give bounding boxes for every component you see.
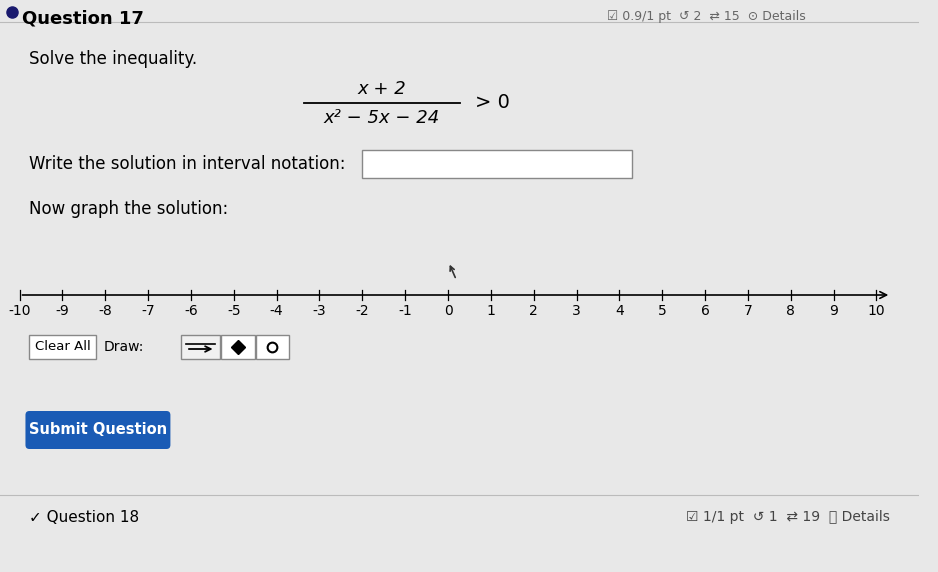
- Text: -8: -8: [98, 304, 113, 318]
- Text: -9: -9: [55, 304, 69, 318]
- Text: -3: -3: [312, 304, 326, 318]
- Text: 1: 1: [487, 304, 495, 318]
- Text: Clear All: Clear All: [35, 340, 91, 353]
- FancyBboxPatch shape: [362, 150, 631, 178]
- Text: x² − 5x − 24: x² − 5x − 24: [324, 109, 440, 127]
- FancyBboxPatch shape: [181, 335, 220, 359]
- Text: 2: 2: [529, 304, 538, 318]
- Text: x + 2: x + 2: [357, 80, 406, 98]
- Text: 7: 7: [744, 304, 752, 318]
- Text: Write the solution in interval notation:: Write the solution in interval notation:: [29, 155, 346, 173]
- Text: 5: 5: [658, 304, 667, 318]
- Text: -4: -4: [270, 304, 283, 318]
- FancyBboxPatch shape: [29, 335, 96, 359]
- Text: -6: -6: [184, 304, 198, 318]
- Text: 0: 0: [444, 304, 452, 318]
- Text: Submit Question: Submit Question: [29, 423, 167, 438]
- Text: Now graph the solution:: Now graph the solution:: [29, 200, 229, 218]
- Text: 8: 8: [786, 304, 795, 318]
- Text: 10: 10: [868, 304, 885, 318]
- Text: -10: -10: [8, 304, 31, 318]
- FancyBboxPatch shape: [221, 335, 254, 359]
- FancyBboxPatch shape: [25, 411, 171, 449]
- Text: Solve the inequality.: Solve the inequality.: [29, 50, 198, 68]
- Text: 9: 9: [829, 304, 838, 318]
- Text: -5: -5: [227, 304, 241, 318]
- Text: > 0: > 0: [475, 93, 510, 112]
- FancyBboxPatch shape: [255, 335, 289, 359]
- Text: 6: 6: [701, 304, 709, 318]
- Text: ☑ 0.9/1 pt  ↺ 2  ⇄ 15  ⊙ Details: ☑ 0.9/1 pt ↺ 2 ⇄ 15 ⊙ Details: [607, 10, 806, 23]
- Text: -2: -2: [356, 304, 370, 318]
- Text: -1: -1: [399, 304, 412, 318]
- Text: ☑ 1/1 pt  ↺ 1  ⇄ 19  ⓘ Details: ☑ 1/1 pt ↺ 1 ⇄ 19 ⓘ Details: [686, 510, 889, 524]
- Text: -7: -7: [142, 304, 155, 318]
- Text: Question 17: Question 17: [22, 10, 144, 28]
- Text: ✓ Question 18: ✓ Question 18: [29, 510, 140, 525]
- Text: 3: 3: [572, 304, 581, 318]
- Text: Draw:: Draw:: [104, 340, 144, 354]
- Text: 4: 4: [615, 304, 624, 318]
